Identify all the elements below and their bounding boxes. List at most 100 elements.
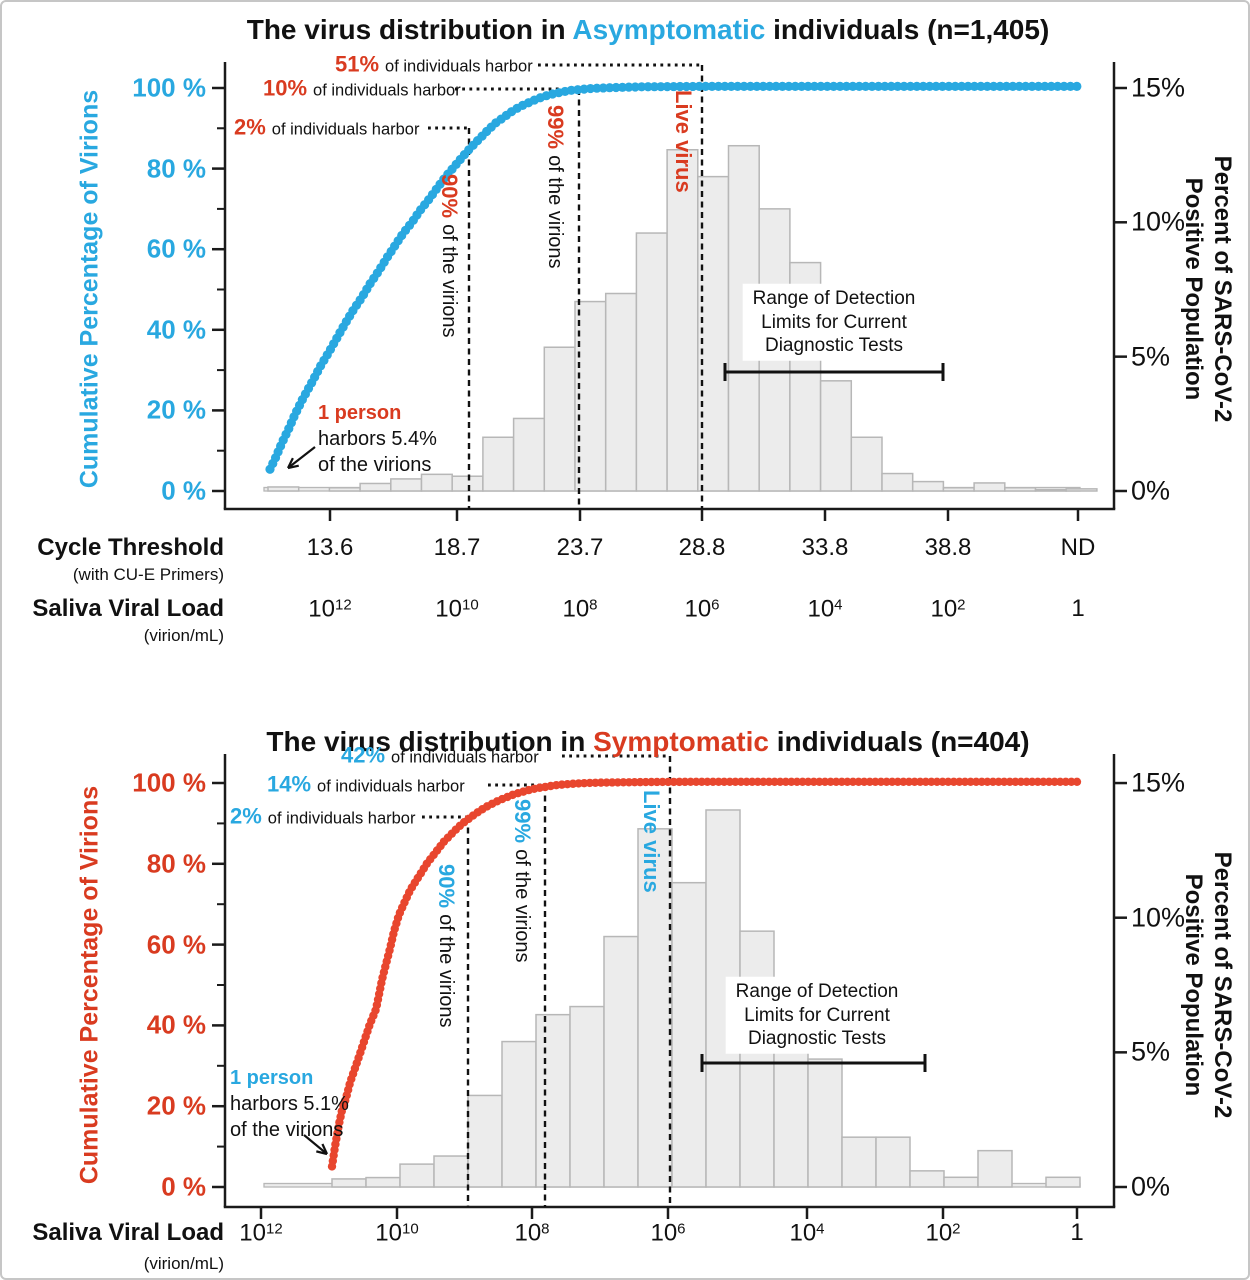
histogram-bar — [807, 1058, 843, 1188]
x-axis-tick-label: ND — [1060, 534, 1096, 561]
curve-dot — [1065, 81, 1076, 91]
curve-dot — [662, 82, 672, 92]
callout-pct: 51% — [335, 51, 380, 77]
detection-range-line1: Range of Detection — [735, 980, 899, 1002]
left-axis-tick-label: 80 % — [146, 153, 206, 184]
curve-dot — [617, 82, 628, 92]
histogram-bar — [399, 1163, 435, 1188]
detection-range-line2: Limits for Current — [744, 1004, 890, 1026]
right-axis-tick-label: 10% — [1131, 902, 1186, 933]
right-axis-title: Percent of SARS-CoV-2 Positive Populatio… — [1179, 852, 1237, 1119]
histogram-bar — [973, 482, 1006, 492]
left-axis-tick-label: 60 % — [146, 233, 206, 264]
curve-dot — [867, 81, 877, 91]
curve-dot — [893, 81, 903, 91]
curve-dot — [720, 81, 730, 91]
curve-dot — [848, 81, 858, 91]
histogram-bar — [267, 486, 300, 492]
curve-dot — [669, 81, 679, 92]
detection-range-line3: Diagnostic Tests — [764, 334, 903, 356]
x-axis-row1-label: Saliva Viral Load — [32, 1219, 224, 1246]
callout-14pct: 14% of individuals harbor — [267, 771, 465, 797]
x-axis-tick-label: 106 — [650, 1219, 686, 1247]
left-axis-tick-label: 20 % — [146, 1090, 206, 1121]
curve-dot — [771, 81, 781, 91]
curve-dot — [637, 82, 647, 92]
callout-text: of individuals harbor — [267, 809, 416, 828]
curve-dot — [918, 81, 928, 91]
histogram-bar — [543, 346, 576, 492]
curve-dot — [656, 82, 666, 92]
curve-dot — [880, 81, 890, 91]
histogram-bar — [819, 380, 853, 492]
annotation-arrow — [303, 1134, 328, 1155]
curve-dot — [1072, 777, 1082, 786]
x-axis-row2-sublabel: (virion/mL) — [143, 626, 224, 645]
detection-range-note: Range of Detection Limits for Current Di… — [725, 976, 909, 1054]
detection-range-note: Range of Detection Limits for Current Di… — [742, 283, 926, 361]
x-axis-tick-label: 102 — [930, 595, 966, 623]
curve-dot — [752, 81, 762, 91]
curve-dot — [816, 81, 826, 91]
curve-dot — [797, 81, 807, 91]
detection-range-line3: Diagnostic Tests — [747, 1027, 886, 1049]
one-person-line3: of the virions — [230, 1119, 344, 1141]
vertical-label-rest: of the virions — [435, 914, 457, 1028]
histogram-bar — [943, 1176, 979, 1188]
x-axis-tick-label: 108 — [514, 1219, 550, 1247]
curve-dot — [963, 81, 973, 91]
curve-dot — [707, 81, 717, 91]
curve-dot — [713, 81, 724, 91]
annotation-arrow — [287, 446, 316, 469]
callout-pct: 10% — [263, 75, 308, 101]
curve-dot — [611, 82, 621, 93]
histogram-bar — [390, 478, 423, 492]
x-axis-tick-label: 1 — [1070, 1219, 1084, 1246]
curve-dot — [969, 81, 980, 91]
curve-dot — [1001, 81, 1012, 91]
callout-51pct: 51% of individuals harbor — [335, 51, 533, 77]
curve-dot — [822, 81, 832, 91]
curve-dot — [688, 81, 698, 92]
curve-dot — [643, 82, 653, 92]
x-axis-tick-label: 1010 — [375, 1219, 419, 1247]
curve-dot — [694, 81, 704, 92]
callout-text: of individuals harbor — [313, 81, 461, 100]
curve-dot — [1033, 81, 1044, 91]
curve-dot — [726, 81, 736, 91]
histogram-bar — [881, 472, 914, 492]
vertical-label-strong: 90% — [434, 864, 459, 915]
callout-text: of individuals harbor — [271, 120, 420, 139]
one-person-note: 1 person harbors 5.4% of the virions — [318, 400, 437, 478]
histogram-bar — [603, 935, 639, 1188]
one-person-note: 1 person harbors 5.1% of the virions — [230, 1065, 349, 1143]
title-highlight: Asymptomatic — [572, 14, 766, 45]
curve-dot — [950, 81, 960, 91]
left-axis-tick-label: 100 % — [132, 767, 206, 798]
curve-dot — [1021, 81, 1031, 91]
callout-2pct: 2% of individuals harbor — [230, 803, 415, 829]
curve-dot — [989, 81, 999, 91]
curve-dot — [937, 81, 948, 91]
histogram-bar — [451, 475, 484, 492]
right-axis-tick-label: 10% — [1131, 206, 1186, 237]
curve-dot — [835, 81, 845, 91]
vertical-label-rest: of the virions — [438, 224, 460, 338]
histogram-bar — [512, 417, 546, 492]
x-axis-tick-label: 102 — [925, 1219, 961, 1247]
vertical-label-strong: 99% — [543, 105, 568, 156]
curve-dot — [1072, 81, 1082, 91]
histogram-bar — [328, 487, 361, 492]
detection-range-line1: Range of Detection — [752, 287, 916, 309]
title-suffix: individuals (n=404) — [768, 726, 1030, 757]
curve-dot — [899, 81, 909, 91]
symptomatic-chart — [212, 754, 1127, 1219]
curve-dot — [1059, 81, 1069, 91]
annotation-arrowhead — [287, 457, 294, 469]
vertical-label-rest: of the virions — [544, 155, 566, 269]
histogram-bar — [331, 1178, 367, 1188]
curve-dot — [790, 81, 800, 91]
right-axis-tick-label: 15% — [1131, 767, 1186, 798]
curve-dot — [1014, 81, 1024, 91]
histogram-bar — [569, 1005, 605, 1188]
